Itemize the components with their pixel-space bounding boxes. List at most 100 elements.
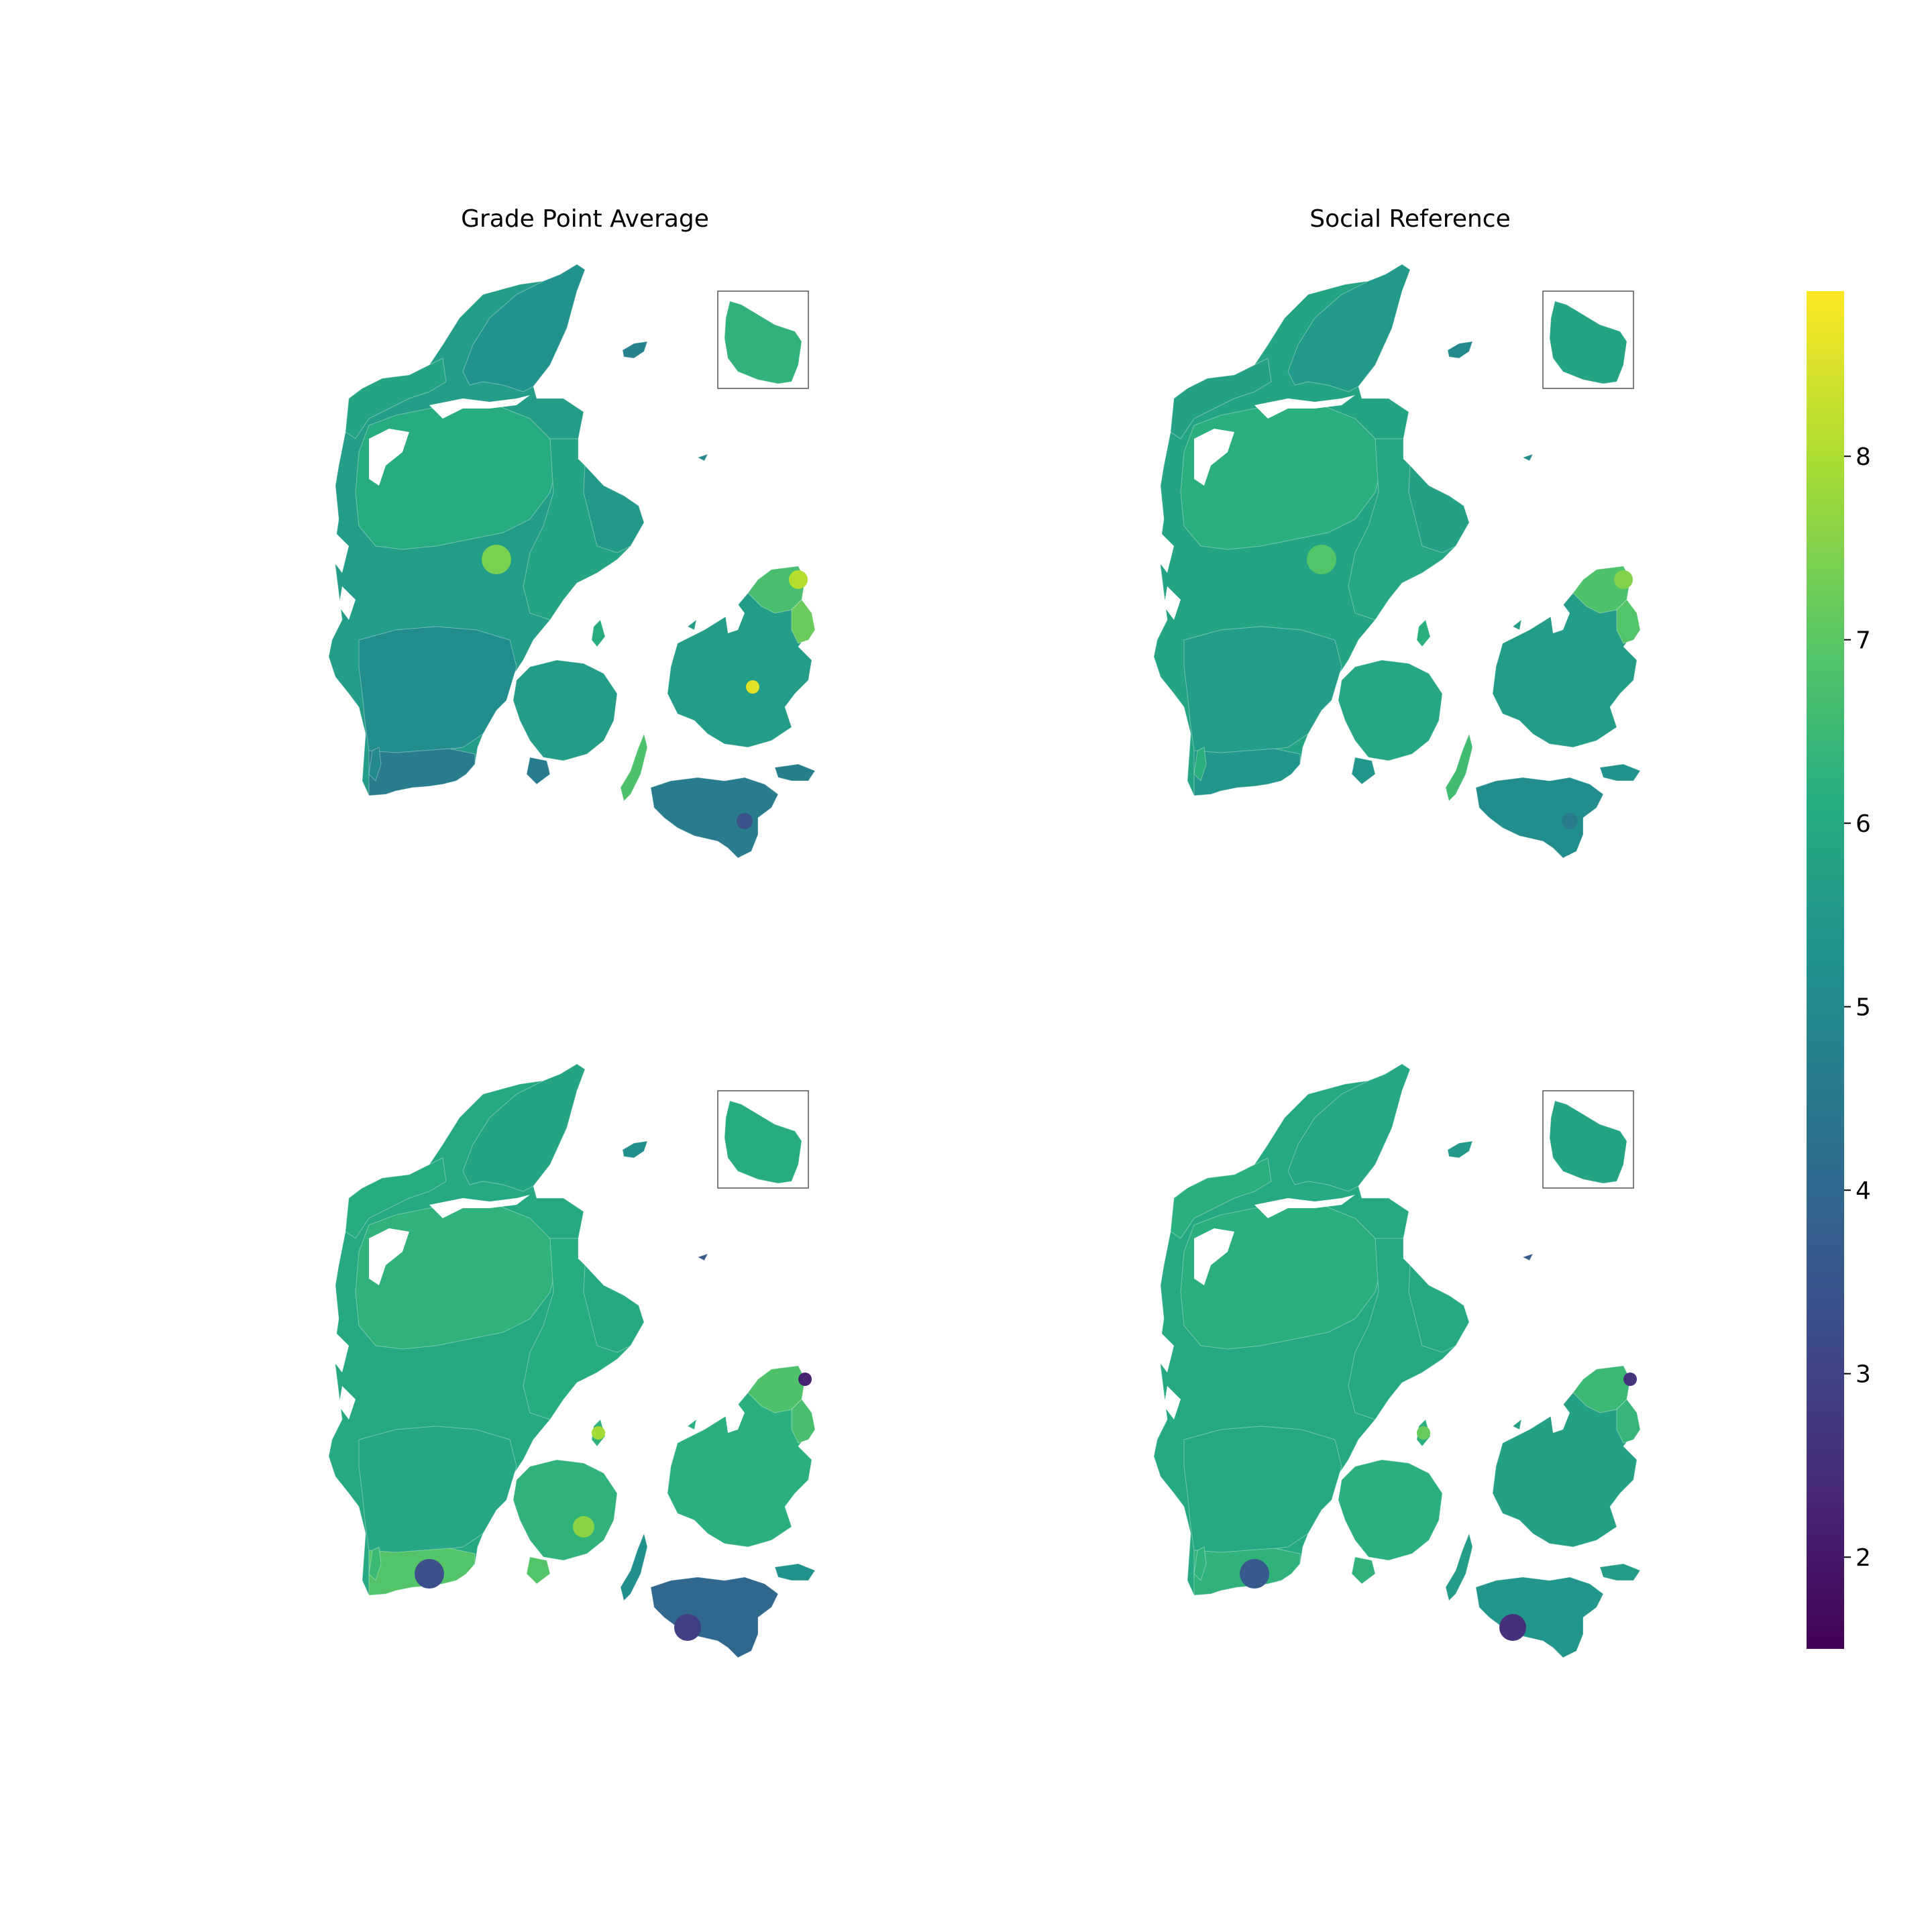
highlight-area-mid-jutland-east [482, 545, 511, 574]
highlight-area-lolland-west [1499, 1614, 1526, 1641]
highlight-area-central-zealand [746, 680, 759, 694]
vendsyssel-shape [1287, 1063, 1411, 1192]
fanoe-shape [1193, 1546, 1207, 1581]
map-panel-3 [328, 1063, 816, 1658]
copenhagen-shape [791, 599, 816, 644]
south-jutland-shape [358, 1426, 517, 1558]
panel-1: Grade Point Average [328, 205, 816, 859]
water-gap [1157, 533, 1174, 573]
moen-shape [774, 763, 816, 782]
als-shape [1351, 1556, 1376, 1585]
vendsyssel-shape [1287, 264, 1411, 392]
panel-3 [328, 1063, 816, 1658]
samsoe-shape [591, 619, 606, 647]
bornholm-inset-frame [717, 1090, 809, 1189]
bornholm-inset-frame [717, 290, 809, 389]
water-gap [1157, 1332, 1174, 1373]
water-gap [1194, 429, 1234, 486]
water-gap [1254, 395, 1355, 419]
bornholm-shape [1549, 301, 1627, 384]
funen-shape [1338, 1459, 1443, 1561]
water-gap [369, 429, 409, 486]
laeso-shape [622, 1140, 648, 1159]
langeland-shape [620, 1532, 648, 1601]
bornholm-shape [1549, 1100, 1627, 1184]
highlight-area-samsoe [592, 1426, 605, 1440]
bornholm-shape [724, 301, 802, 384]
laeso-shape [1447, 341, 1473, 359]
highlight-area-lolland-east [737, 813, 753, 829]
langeland-shape [1445, 733, 1473, 802]
copenhagen-shape [1616, 599, 1641, 644]
colorbar-gradient [1807, 291, 1844, 1649]
funen-shape [1338, 659, 1443, 761]
highlight-area-mid-jutland-east [1307, 545, 1336, 574]
colorbar-tick-label: 6 [1856, 810, 1871, 838]
laeso-shape [622, 341, 648, 359]
water-gap [339, 586, 356, 620]
moen-shape [1599, 1563, 1641, 1581]
thy-shape [345, 358, 447, 439]
water-gap [1550, 600, 1570, 633]
map-shapes [1153, 264, 1641, 859]
vendsyssel-shape [462, 1063, 586, 1192]
colorbar-tick-label: 8 [1856, 443, 1871, 471]
south-jutland-shape [1183, 626, 1342, 758]
highlight-area-funen-south [573, 1516, 594, 1538]
bornholm-inset-frame [1542, 1090, 1634, 1189]
anholt-shape [1521, 453, 1534, 462]
water-gap [429, 1195, 530, 1218]
highlight-area-north-zealand [1614, 570, 1633, 589]
highlight-area-south-jutland-west [415, 1559, 444, 1589]
lolland-falster-shape [650, 1576, 779, 1658]
map-panel-4 [1153, 1063, 1641, 1658]
panel-title: Social Reference [1309, 205, 1510, 233]
water-gap [1550, 1399, 1570, 1433]
langeland-shape [1445, 1532, 1473, 1601]
copenhagen-shape [791, 1399, 816, 1444]
fanoe-shape [368, 747, 382, 782]
thy-shape [345, 1157, 447, 1239]
laeso-shape [1447, 1140, 1473, 1159]
lolland-falster-shape [1475, 777, 1604, 859]
langeland-shape [620, 733, 648, 802]
highlight-area-samsoe [1417, 1426, 1430, 1440]
water-gap [332, 533, 349, 573]
water-gap [332, 1332, 349, 1373]
water-gap [369, 1228, 409, 1285]
colorbar: 2 3 4 5 6 7 8 [1807, 291, 1871, 1649]
water-gap [724, 1399, 745, 1433]
anholt-shape [696, 453, 708, 462]
anholt-shape [1521, 1253, 1534, 1261]
djursland-shape [1408, 1264, 1470, 1353]
map-grade-point-average [328, 264, 816, 859]
map-social-reference [1153, 264, 1641, 859]
panel-4 [1153, 1063, 1641, 1658]
thy-shape [1170, 1157, 1272, 1239]
map-shapes [328, 264, 816, 859]
colorbar-tick-label: 5 [1856, 994, 1871, 1022]
djursland-shape [583, 1264, 645, 1353]
sejeroe-shape [1512, 619, 1522, 631]
highlight-area-zealand-northwest [1623, 1373, 1637, 1386]
water-gap [429, 395, 530, 419]
sejeroe-shape [687, 619, 697, 631]
colorbar-tick-label: 4 [1856, 1177, 1871, 1205]
highlight-area-south-jutland-west [1240, 1559, 1269, 1589]
water-gap [339, 1386, 356, 1419]
funen-shape [513, 659, 618, 761]
highlight-area-zealand-northwest [798, 1373, 812, 1386]
water-gap [1194, 1228, 1234, 1285]
funen-shape [513, 1459, 618, 1561]
djursland-shape [583, 464, 645, 553]
samsoe-shape [1416, 619, 1431, 647]
vendsyssel-shape [462, 264, 586, 392]
colorbar-ticks: 2 3 4 5 6 7 8 [1844, 443, 1871, 1572]
panel-title: Grade Point Average [461, 205, 709, 233]
moen-shape [1599, 763, 1641, 782]
water-gap [1164, 586, 1181, 620]
water-gap [724, 600, 745, 633]
colorbar-tick-label: 3 [1856, 1361, 1871, 1389]
als-shape [526, 757, 551, 785]
